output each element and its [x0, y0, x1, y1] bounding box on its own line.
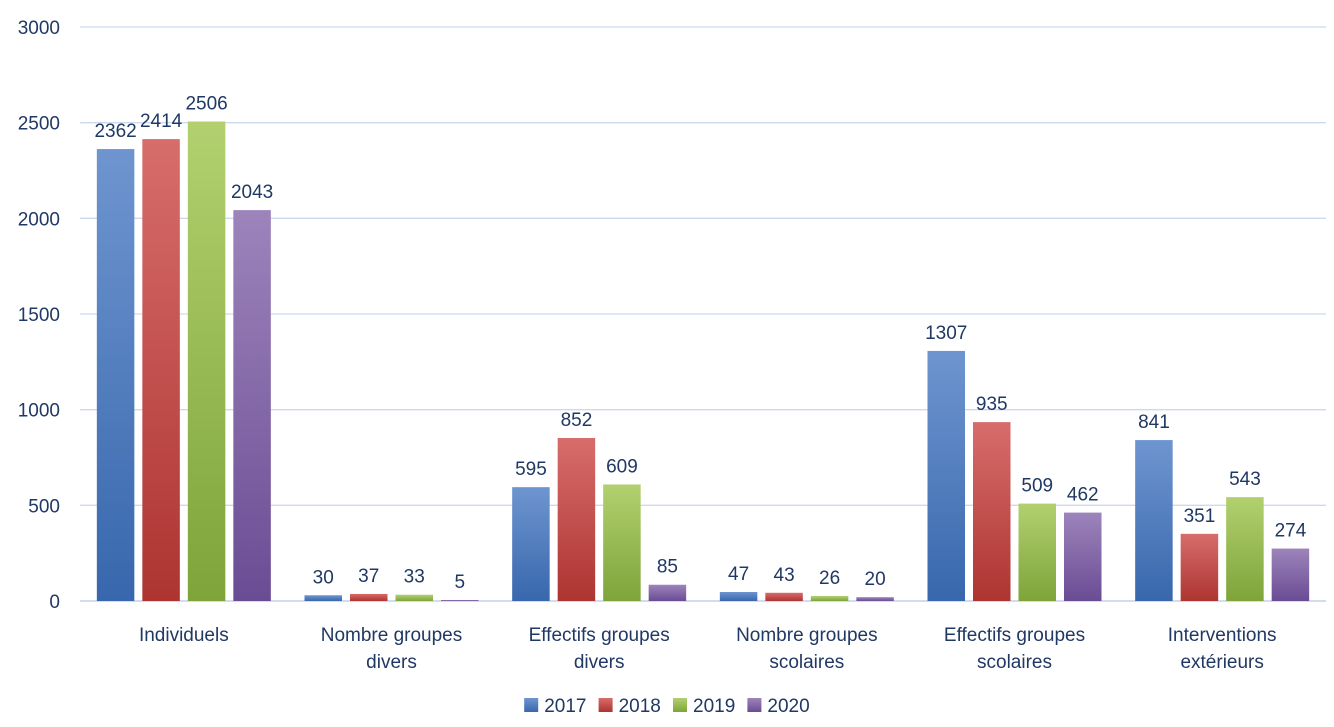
category-label: Nombre groupes scolaires	[736, 625, 878, 673]
legend-swatch-2018	[598, 698, 613, 712]
bar-2019	[395, 594, 433, 601]
bar-2017	[719, 592, 758, 601]
bar-2020	[1271, 548, 1310, 601]
data-label: 609	[606, 456, 638, 477]
bar-2020	[856, 597, 894, 601]
category-label: Interventions extérieurs	[1168, 625, 1277, 673]
data-label: 33	[404, 567, 425, 588]
gridlines	[80, 26, 1326, 602]
data-label: 2043	[231, 182, 273, 203]
bar-2019	[603, 484, 641, 601]
data-label: 274	[1275, 521, 1307, 542]
category-label: Effectifs groupes divers	[529, 625, 670, 673]
data-label: 43	[774, 565, 795, 586]
legend-label-2017: 2017	[544, 696, 586, 717]
data-label: 37	[358, 566, 379, 587]
bar-2017	[96, 149, 135, 601]
legend-swatch-2017	[524, 698, 539, 712]
y-tick-label: 3000	[18, 18, 60, 39]
data-label: 509	[1021, 476, 1053, 497]
category-label: Individuels	[139, 625, 229, 646]
legend-swatch-2019	[673, 698, 687, 712]
y-tick-label: 1000	[18, 401, 60, 422]
y-axis-ticks: 0 500 1000 1500 2000 2500 3000	[18, 18, 60, 613]
data-label: 2506	[185, 94, 227, 115]
y-tick-label: 1500	[18, 305, 60, 326]
y-tick-label: 0	[49, 592, 60, 613]
bar-2020	[648, 584, 687, 601]
bar-2019	[187, 121, 226, 601]
data-label: 5	[454, 572, 465, 593]
bar-2020	[441, 600, 479, 601]
data-label: 351	[1184, 506, 1216, 527]
legend-label-2018: 2018	[619, 696, 661, 717]
bar-2020	[233, 210, 271, 601]
data-label: 85	[657, 557, 678, 578]
bar-2018	[1180, 533, 1219, 601]
bar-2017	[927, 350, 965, 601]
data-label: 2362	[94, 121, 136, 142]
category-label: Nombre groupes divers	[321, 625, 463, 673]
data-label: 543	[1229, 469, 1261, 490]
data-label: 841	[1138, 412, 1170, 433]
category-labels: Individuels Nombre groupes divers Effectifs…	[139, 625, 1277, 673]
bar-2019	[1226, 497, 1264, 601]
bar-2017	[304, 595, 342, 601]
bar-2020	[1064, 512, 1102, 601]
data-label: 595	[515, 459, 547, 480]
legend-label-2020: 2020	[767, 696, 809, 717]
bar-2018	[350, 593, 388, 601]
bar-2018	[557, 437, 596, 601]
y-tick-label: 500	[28, 496, 60, 517]
data-label: 2414	[140, 111, 183, 132]
bars	[96, 121, 1310, 601]
bar-2019	[1018, 503, 1056, 601]
bar-2018	[973, 422, 1011, 601]
y-tick-label: 2000	[18, 209, 60, 230]
bar-2019	[810, 596, 849, 601]
y-tick-label: 2500	[18, 114, 60, 135]
bar-2018	[765, 592, 803, 601]
legend-swatch-2020	[747, 698, 762, 712]
category-label: Effectifs groupes scolaires	[944, 625, 1085, 673]
data-label: 852	[561, 410, 593, 431]
bar-2017	[512, 487, 550, 601]
bar-2017	[1135, 440, 1173, 601]
data-label: 462	[1067, 485, 1099, 506]
legend: 2017 2018 2019 2020	[524, 696, 810, 717]
data-label: 26	[819, 568, 840, 589]
bar-2018	[142, 139, 180, 601]
data-label: 20	[865, 569, 886, 590]
data-label: 1307	[925, 323, 967, 344]
data-label: 47	[728, 564, 749, 585]
legend-label-2019: 2019	[693, 696, 735, 717]
data-label: 935	[976, 394, 1008, 415]
data-label: 30	[313, 567, 334, 588]
